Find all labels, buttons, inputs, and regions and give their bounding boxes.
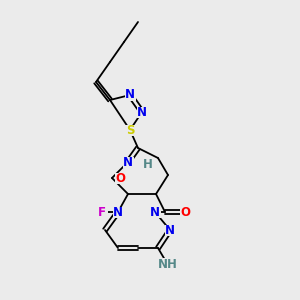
- Text: N: N: [125, 88, 135, 101]
- Text: H: H: [143, 158, 153, 172]
- Text: O: O: [115, 172, 125, 184]
- FancyBboxPatch shape: [122, 157, 134, 167]
- FancyBboxPatch shape: [164, 224, 175, 236]
- FancyBboxPatch shape: [136, 106, 148, 118]
- FancyBboxPatch shape: [179, 206, 191, 218]
- Text: O: O: [180, 206, 190, 218]
- FancyBboxPatch shape: [112, 206, 124, 218]
- Text: N: N: [123, 155, 133, 169]
- Text: N: N: [165, 224, 175, 236]
- Text: N: N: [113, 206, 123, 218]
- Text: NH: NH: [158, 259, 178, 272]
- FancyBboxPatch shape: [142, 160, 154, 170]
- FancyBboxPatch shape: [124, 124, 136, 136]
- FancyBboxPatch shape: [149, 206, 161, 218]
- Text: F: F: [98, 206, 106, 218]
- FancyBboxPatch shape: [97, 206, 107, 218]
- FancyBboxPatch shape: [115, 172, 125, 184]
- FancyBboxPatch shape: [160, 257, 175, 272]
- Text: N: N: [150, 206, 160, 218]
- Text: S: S: [126, 124, 134, 136]
- FancyBboxPatch shape: [124, 89, 136, 100]
- Text: N: N: [137, 106, 147, 118]
